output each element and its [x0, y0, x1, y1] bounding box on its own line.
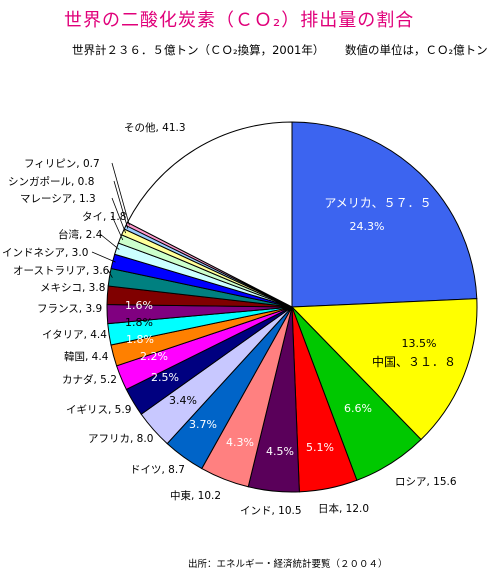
- leader-line: [91, 251, 116, 263]
- slice-label: シンガポール, 0.8: [8, 176, 94, 188]
- slice-percent-label: 13.5%: [402, 337, 437, 350]
- chart-subtitle-unit: 数値の単位は，ＣＯ₂億トン: [345, 43, 488, 57]
- slice-label: マレーシア, 1.3: [20, 193, 96, 205]
- slice-labels: アメリカ、５７．５ 中国、３１．８ ロシア, 15.6 日本, 12.0 インド, 10…: [2, 121, 457, 517]
- slice-label: オーストラリア, 3.6: [13, 265, 110, 277]
- leader-line: [111, 215, 124, 241]
- leader-line: [111, 162, 130, 226]
- pie-slices: [106, 121, 478, 493]
- slice-label: 台湾, 2.4: [58, 228, 103, 241]
- slice-label: その他, 41.3: [124, 121, 186, 134]
- pie-slice: [290, 298, 478, 441]
- slice-label: アメリカ、５７．５: [324, 196, 431, 210]
- slice-percent-label: 1.6%: [125, 299, 153, 312]
- leader-line: [99, 233, 120, 250]
- slice-label: メキシコ, 3.8: [40, 282, 105, 294]
- slice-label: 中東, 10.2: [170, 489, 221, 502]
- slice-label: インド, 10.5: [240, 505, 302, 517]
- slice-label: イタリア, 4.4: [42, 329, 107, 341]
- slice-label: ドイツ, 8.7: [130, 464, 185, 476]
- slice-percent-label: 4.3%: [226, 436, 254, 449]
- slice-label: タイ, 1.8: [82, 211, 126, 223]
- pie-slice: [291, 121, 478, 308]
- slice-percent-label: 2.2%: [140, 350, 168, 363]
- leader-lines: [91, 162, 130, 278]
- slice-percent-label: 4.5%: [266, 445, 294, 458]
- percent-labels: 24.3% 13.5% 6.6% 5.1% 4.5% 4.3% 3.7% 3.4% 2.5% 2.…: [125, 220, 436, 458]
- slice-label: アフリカ, 8.0: [88, 433, 153, 445]
- slice-percent-label: 24.3%: [350, 220, 385, 233]
- slice-label: フィリピン, 0.7: [24, 158, 100, 170]
- pie-slice: [126, 121, 293, 308]
- leader-line: [111, 197, 127, 234]
- leader-line: [107, 269, 113, 278]
- slice-label: 日本, 12.0: [318, 502, 369, 515]
- slice-label: 韓国, 4.4: [64, 351, 109, 363]
- slice-percent-label: 3.4%: [169, 394, 197, 407]
- slice-percent-label: 6.6%: [344, 402, 372, 415]
- slice-percent-label: 1.8%: [125, 316, 153, 329]
- slice-label: 中国、３１．８: [372, 354, 456, 369]
- slice-percent-label: 1.8%: [126, 333, 154, 346]
- chart-subtitle-total: 世界計２３６．５億トン（ＣＯ₂換算，2001年）: [72, 43, 325, 57]
- slice-label: ロシア, 15.6: [395, 476, 457, 488]
- leader-line: [113, 180, 129, 229]
- slice-percent-label: 2.5%: [151, 371, 179, 384]
- source-note: 出所：エネルギー・経済統計要覧（２００４）: [188, 559, 388, 570]
- chart-title: 世界の二酸化炭素（ＣＯ₂）排出量の割合: [64, 10, 415, 31]
- slice-percent-label: 3.7%: [189, 418, 217, 431]
- slice-label: フランス, 3.9: [37, 303, 102, 315]
- slice-label: インドネシア, 3.0: [2, 247, 88, 259]
- slice-percent-label: 5.1%: [306, 441, 334, 454]
- slice-label: イギリス, 5.9: [66, 404, 131, 416]
- slice-label: カナダ, 5.2: [62, 373, 117, 386]
